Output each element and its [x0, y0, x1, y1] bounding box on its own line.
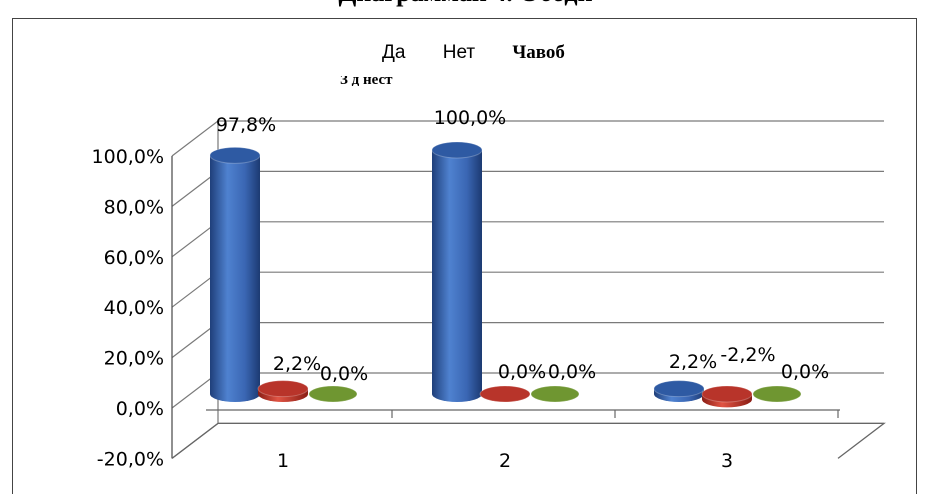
bar-top	[309, 386, 357, 402]
bar-1-3	[654, 381, 704, 402]
bar-bottom	[432, 386, 482, 402]
y-tick-label: 60,0%	[104, 247, 164, 269]
data-label: 0,0%	[320, 363, 368, 385]
y-tick-label: 80,0%	[104, 196, 164, 218]
bar-bottom	[210, 386, 260, 402]
bar-3-3	[753, 386, 801, 402]
bar-2-3	[702, 386, 752, 407]
x-tick-label: 1	[277, 450, 289, 472]
y-tick-label: -20,0%	[97, 448, 164, 470]
bar-body	[210, 155, 260, 394]
data-label: 0,0%	[498, 361, 546, 383]
y-tick-label: 0,0%	[116, 398, 164, 420]
bar-top	[753, 386, 801, 402]
side-wall-gridline	[172, 121, 218, 156]
bar-1-1	[210, 147, 260, 402]
y-tick-label: 100,0%	[92, 146, 164, 168]
data-label: 0,0%	[548, 361, 596, 383]
data-label: 2,2%	[273, 353, 321, 375]
bar-body	[432, 150, 482, 394]
data-label: 0,0%	[781, 361, 829, 383]
bar-top	[210, 147, 260, 163]
data-label: 100,0%	[434, 107, 506, 129]
bar-top	[654, 381, 704, 397]
data-label: 97,8%	[216, 114, 276, 136]
bar-2-1	[258, 381, 308, 402]
data-label: 2,2%	[669, 351, 717, 373]
bar-top	[432, 142, 482, 158]
bar-top	[531, 386, 579, 402]
bar-top	[480, 386, 530, 402]
bar-1-2	[432, 142, 482, 402]
bar-3-2	[531, 386, 579, 402]
bar-top	[258, 381, 308, 397]
x-tick-label: 3	[721, 450, 733, 472]
bar-top	[702, 386, 752, 402]
x-tick-label: 2	[499, 450, 511, 472]
y-tick-label: 20,0%	[104, 348, 164, 370]
y-tick-label: 40,0%	[104, 297, 164, 319]
data-label: -2,2%	[720, 344, 775, 366]
bar-3-1	[309, 386, 357, 402]
bar-2-2	[480, 386, 530, 402]
